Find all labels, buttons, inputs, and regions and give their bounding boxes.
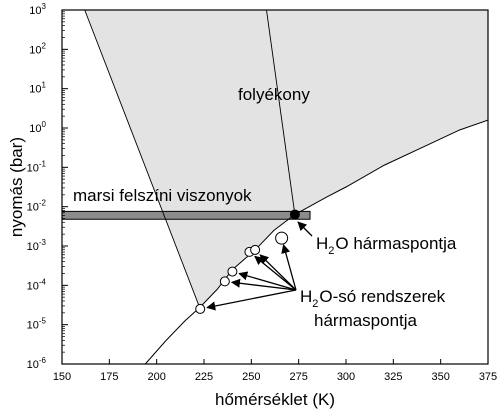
salt-triple-point-arrow (206, 289, 297, 311)
y-axis-label: nyomás (bar) (7, 137, 26, 237)
salt-triple-point (219, 276, 230, 287)
x-tick-label: 275 (289, 371, 307, 383)
y-tick-label: 101 (29, 81, 46, 96)
water-triple-point-arrow (297, 221, 313, 237)
x-tick-label: 325 (384, 371, 402, 383)
svg-text:H2O hármaspontja: H2O hármaspontja (316, 234, 457, 257)
x-tick-label: 250 (242, 371, 260, 383)
x-tick-label: 200 (147, 371, 165, 383)
salt-triple-point (275, 231, 289, 245)
svg-text:H2O-só rendszerek: H2O-só rendszerek (300, 287, 446, 310)
y-tick-label: 100 (29, 120, 46, 135)
liquid-right-boundary-line (266, 10, 296, 215)
vapor-pressure-curve (144, 119, 488, 364)
svg-text:hármaspontja: hármaspontja (314, 311, 418, 330)
salt-triple-point-arrow (281, 244, 297, 291)
salt-triple-point (227, 266, 238, 277)
salt-triple-point-arrow (230, 278, 297, 291)
x-tick-label: 150 (53, 371, 71, 383)
x-tick-label: 175 (100, 371, 118, 383)
salt-triple-point-arrow (254, 255, 297, 291)
x-tick-label: 300 (337, 371, 355, 383)
salt-triple-point-arrow (259, 254, 297, 291)
x-tick-label: 375 (479, 371, 497, 383)
y-tick-label: 10-3 (27, 238, 47, 253)
plot-frame (61, 9, 489, 365)
water-triple-point-label: H2O hármaspontja (316, 234, 457, 257)
salt-triple-point (195, 303, 206, 314)
y-tick-label: 10-5 (27, 317, 47, 332)
salt-triple-point (250, 244, 261, 255)
x-tick-label: 350 (431, 371, 449, 383)
salt-triple-point-arrow (238, 271, 297, 291)
y-tick-label: 10-6 (27, 356, 47, 371)
y-tick-label: 10-1 (27, 159, 47, 174)
mars-band-label: marsi felszíni viszonyok (73, 186, 252, 205)
liquid-region (84, 10, 488, 309)
x-axis-label: hőmérséklet (K) (215, 390, 335, 409)
liquid-left-boundary-line (84, 10, 201, 310)
liquid-region-label: folyékony (238, 85, 310, 104)
y-tick-label: 102 (29, 41, 46, 56)
mars-conditions-band (62, 210, 311, 220)
x-tick-label: 225 (195, 371, 213, 383)
water-triple-point (289, 209, 300, 220)
y-tick-label: 103 (29, 2, 46, 17)
y-tick-label: 10-2 (27, 199, 47, 214)
salt-triple-points-label: H2O-só rendszerek hármaspontja (300, 287, 446, 330)
y-tick-label: 10-4 (27, 277, 47, 292)
